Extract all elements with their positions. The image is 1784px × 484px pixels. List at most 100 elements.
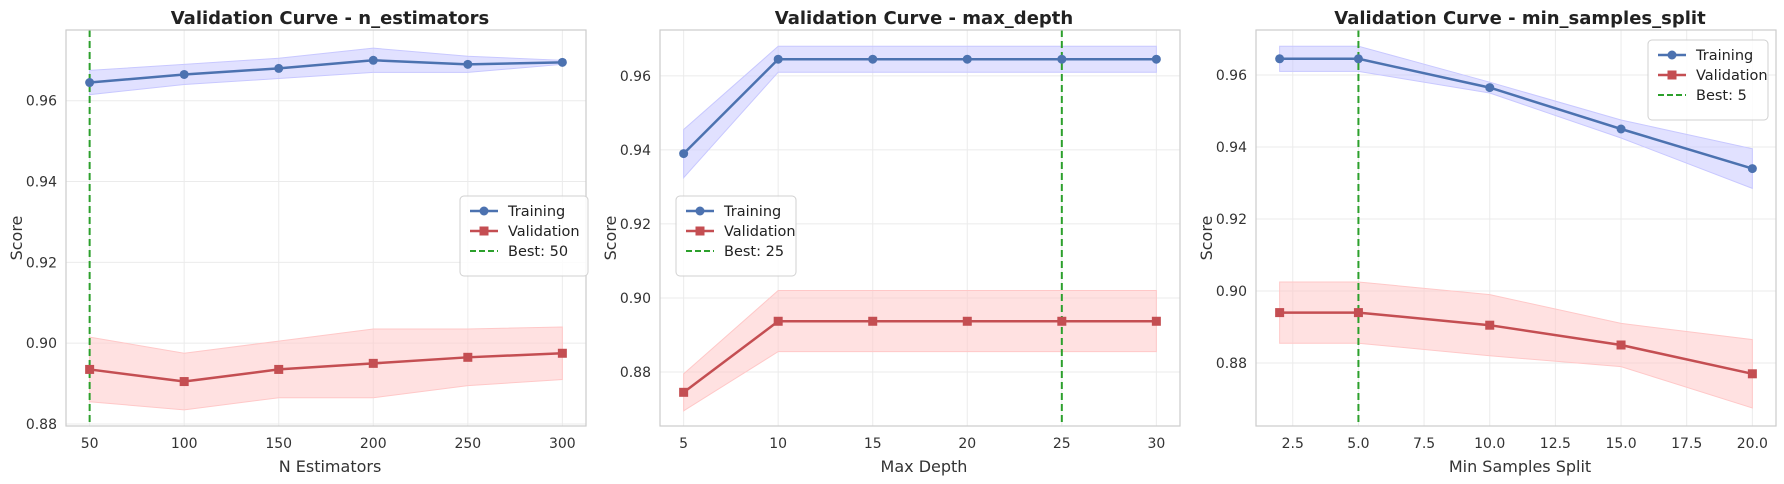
y-tick-label: 0.90 bbox=[1216, 284, 1247, 300]
x-tick-label: 5 bbox=[679, 436, 688, 452]
legend-label: Training bbox=[723, 204, 781, 220]
data-point bbox=[368, 358, 378, 368]
y-tick-label: 0.92 bbox=[620, 217, 651, 233]
data-point bbox=[1747, 369, 1757, 379]
y-axis-label: Score bbox=[601, 216, 620, 261]
data-point bbox=[557, 57, 567, 67]
series-line-training bbox=[89, 59, 563, 84]
data-point bbox=[1057, 316, 1067, 326]
y-tick-label: 0.92 bbox=[1216, 212, 1247, 228]
chart-panel-min-samples-split: Validation Curve - min_samples_split Min… bbox=[1197, 8, 1777, 476]
legend-label: Validation bbox=[724, 224, 796, 240]
plot-frame bbox=[1255, 29, 1777, 427]
chart-title: Validation Curve - min_samples_split bbox=[1334, 8, 1706, 29]
data-point bbox=[1353, 54, 1363, 64]
data-point bbox=[1057, 54, 1067, 64]
data-point bbox=[868, 316, 878, 326]
y-tick-label: 0.96 bbox=[1216, 68, 1247, 84]
series-line-training bbox=[682, 57, 1157, 155]
legend-box bbox=[459, 195, 589, 277]
legend-swatch-marker bbox=[479, 206, 489, 216]
x-tick-label: 30 bbox=[1147, 436, 1165, 452]
data-point bbox=[1747, 164, 1757, 174]
series-line-validation bbox=[89, 352, 563, 383]
data-point bbox=[85, 78, 95, 88]
data-point bbox=[1151, 54, 1161, 64]
y-axis-label: Score bbox=[7, 216, 26, 261]
x-tick-label: 10 bbox=[769, 436, 787, 452]
chart-panel-max-depth: Validation Curve - max_depth Max Depth S… bbox=[601, 8, 1181, 476]
legend-label: Best: 5 bbox=[1696, 88, 1747, 104]
data-point bbox=[962, 54, 972, 64]
legend-swatch-marker bbox=[1667, 70, 1677, 80]
x-tick-label: 25 bbox=[1053, 436, 1071, 452]
data-point bbox=[463, 59, 473, 69]
legend-box bbox=[675, 195, 797, 277]
y-tick-label: 0.88 bbox=[26, 417, 57, 433]
data-point bbox=[1485, 320, 1495, 330]
data-point bbox=[1616, 340, 1626, 350]
data-point bbox=[274, 63, 284, 73]
y-tick-label: 0.88 bbox=[1216, 356, 1247, 372]
data-point bbox=[179, 377, 189, 387]
x-tick-label: 300 bbox=[549, 436, 576, 452]
x-tick-label: 100 bbox=[171, 436, 198, 452]
confidence-band-training bbox=[1279, 45, 1753, 190]
y-tick-label: 0.92 bbox=[26, 255, 57, 271]
data-point bbox=[773, 316, 783, 326]
y-tick-label: 0.88 bbox=[620, 365, 651, 381]
legend: Training Validation Best: 25 bbox=[675, 195, 797, 277]
data-point bbox=[368, 55, 378, 65]
legend-label: Validation bbox=[508, 224, 580, 240]
legend-label: Validation bbox=[1696, 68, 1768, 84]
y-tick-label: 0.94 bbox=[26, 175, 57, 191]
legend-label: Best: 50 bbox=[508, 244, 568, 260]
data-point bbox=[463, 352, 473, 362]
legend: Training Validation Best: 50 bbox=[459, 195, 589, 277]
chart-panel-n-estimators: Validation Curve - n_estimators N Estima… bbox=[7, 8, 589, 476]
data-point bbox=[274, 364, 284, 374]
legend-box bbox=[1647, 39, 1769, 121]
legend-label: Best: 25 bbox=[724, 244, 784, 260]
data-point bbox=[1485, 83, 1495, 93]
x-tick-label: 50 bbox=[81, 436, 99, 452]
legend-swatch-marker bbox=[479, 226, 489, 236]
x-tick-label: 2.5 bbox=[1282, 436, 1304, 452]
chart-title: Validation Curve - n_estimators bbox=[171, 8, 490, 29]
x-tick-label: 20 bbox=[958, 436, 976, 452]
data-point bbox=[679, 149, 689, 159]
y-tick-label: 0.90 bbox=[620, 291, 651, 307]
data-point bbox=[962, 316, 972, 326]
chart-title: Validation Curve - max_depth bbox=[775, 8, 1073, 29]
x-tick-label: 15.0 bbox=[1605, 436, 1636, 452]
y-tick-label: 0.96 bbox=[26, 94, 57, 110]
series-line-validation bbox=[682, 320, 1157, 394]
data-point bbox=[1616, 124, 1626, 134]
legend-label: Training bbox=[507, 204, 565, 220]
x-tick-label: 7.5 bbox=[1413, 436, 1435, 452]
data-point bbox=[773, 54, 783, 64]
legend-swatch-marker bbox=[695, 226, 705, 236]
x-tick-label: 15 bbox=[864, 436, 882, 452]
y-axis-label: Score bbox=[1197, 216, 1216, 261]
confidence-band-validation bbox=[1279, 281, 1753, 409]
data-point bbox=[557, 348, 567, 358]
data-point bbox=[679, 387, 689, 397]
legend-swatch-marker bbox=[1667, 50, 1677, 60]
x-tick-label: 250 bbox=[454, 436, 481, 452]
y-tick-label: 0.94 bbox=[1216, 140, 1247, 156]
x-tick-label: 5.0 bbox=[1347, 436, 1369, 452]
x-tick-label: 20.0 bbox=[1737, 436, 1768, 452]
x-tick-label: 17.5 bbox=[1671, 436, 1702, 452]
x-axis-label: Max Depth bbox=[881, 457, 968, 476]
x-tick-label: 10.0 bbox=[1474, 436, 1505, 452]
data-point bbox=[1275, 308, 1285, 318]
data-point bbox=[1275, 54, 1285, 64]
legend-label: Training bbox=[1695, 48, 1753, 64]
y-tick-label: 0.90 bbox=[26, 336, 57, 352]
x-tick-label: 200 bbox=[360, 436, 387, 452]
data-point bbox=[85, 364, 95, 374]
data-point bbox=[1151, 316, 1161, 326]
data-point bbox=[179, 69, 189, 79]
